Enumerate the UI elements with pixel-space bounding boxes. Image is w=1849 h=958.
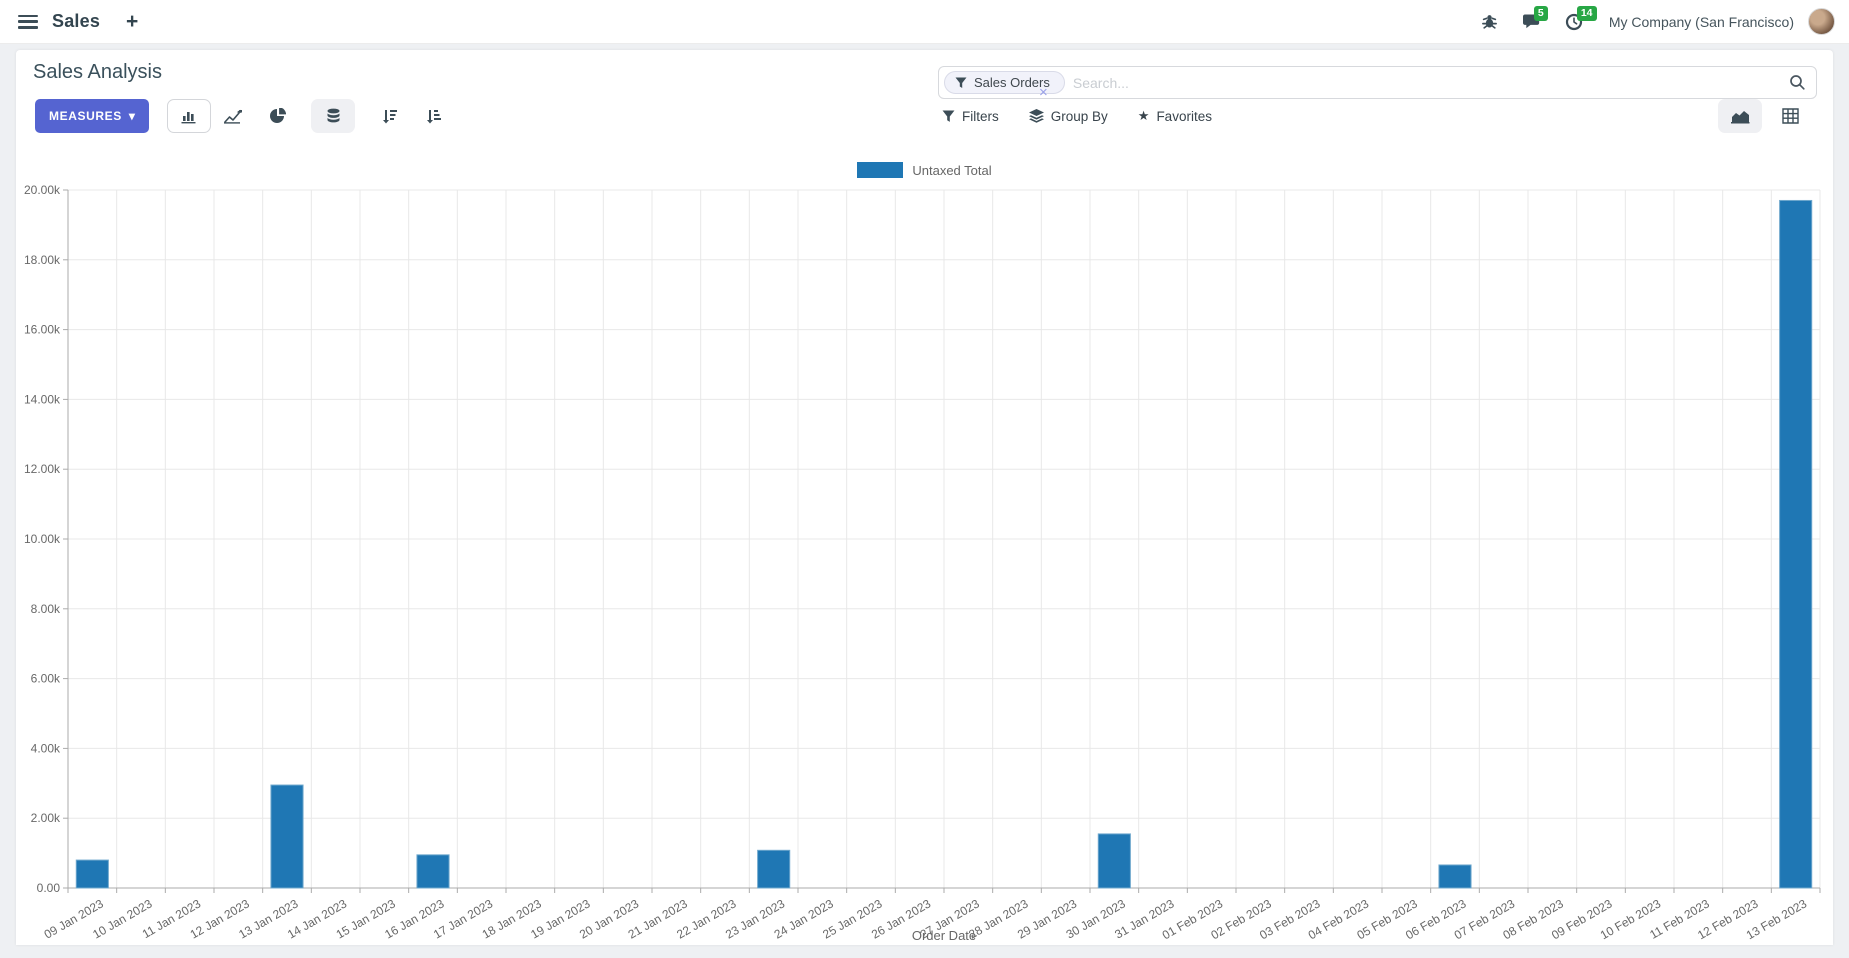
bar-chart-button[interactable]: [167, 99, 212, 133]
filters-funnel-icon: [942, 110, 955, 122]
group-by-button[interactable]: Group By: [1028, 108, 1108, 124]
bar[interactable]: [1438, 864, 1472, 889]
line-chart-icon: [224, 109, 243, 124]
company-switcher[interactable]: My Company (San Francisco): [1608, 13, 1794, 30]
control-panel: Sales Analysis MEASURES ▾: [16, 50, 1833, 140]
line-chart-button[interactable]: [211, 99, 255, 133]
bar[interactable]: [270, 784, 304, 889]
bar[interactable]: [1097, 833, 1131, 889]
stacked-icon: [327, 108, 340, 123]
group-by-label: Group By: [1050, 108, 1108, 124]
debug-bug-icon[interactable]: [1481, 13, 1498, 30]
messages-icon[interactable]: 5: [1522, 6, 1548, 30]
y-tick-label: 18.00k: [24, 253, 61, 267]
sort-ascending-icon: [426, 109, 441, 123]
favorites-star-icon: ★: [1137, 108, 1150, 123]
caret-down-icon: ▾: [128, 109, 136, 123]
filters-label: Filters: [962, 108, 999, 124]
y-tick-label: 2.00k: [31, 811, 61, 825]
new-plus-button[interactable]: +: [126, 9, 139, 33]
bar-chart-icon: [181, 111, 196, 123]
measures-label: MEASURES: [49, 109, 122, 123]
chart-area: Untaxed Total 0.00 2.00k 4.00k 6.00k 8.00k 10…: [16, 140, 1833, 945]
messages-badge: 5: [1533, 6, 1548, 21]
legend-swatch: [857, 162, 904, 178]
pie-chart-button[interactable]: [255, 99, 299, 133]
facet-label: Sales Orders: [974, 75, 1050, 90]
search-icon[interactable]: [1789, 74, 1806, 91]
y-tick-label: 4.00k: [31, 741, 61, 755]
bar[interactable]: [757, 849, 791, 889]
y-tick-label: 6.00k: [31, 672, 61, 686]
sort-descending-icon: [382, 109, 397, 123]
view-switcher: [1718, 99, 1812, 133]
pivot-table-icon: [1781, 108, 1799, 124]
measures-button[interactable]: MEASURES ▾: [35, 99, 150, 133]
activities-badge: 14: [1576, 5, 1597, 21]
user-avatar[interactable]: [1808, 8, 1835, 35]
pivot-view-button[interactable]: [1768, 99, 1812, 133]
legend-label: Untaxed Total: [912, 162, 992, 178]
stacked-toggle-button[interactable]: [311, 99, 356, 133]
y-tick-label: 10.00k: [24, 532, 61, 546]
y-tick-label: 12.00k: [24, 462, 61, 476]
search-bar[interactable]: Sales Orders: [938, 66, 1817, 99]
sort-ascending-button[interactable]: [411, 99, 455, 133]
bar[interactable]: [75, 859, 109, 889]
y-tick-label: 0.00: [37, 881, 61, 895]
area-chart-icon: [1730, 110, 1749, 123]
activities-clock-icon[interactable]: 14: [1565, 5, 1597, 31]
favorites-button[interactable]: ★ Favorites: [1138, 108, 1212, 124]
y-tick-label: 20.00k: [24, 183, 61, 197]
group-by-layers-icon: [1028, 109, 1044, 123]
sort-descending-button[interactable]: [367, 99, 411, 133]
graph-view-button[interactable]: [1718, 99, 1762, 133]
filter-funnel-icon: [955, 77, 967, 88]
app-name[interactable]: Sales: [52, 11, 101, 31]
facet-remove-icon[interactable]: ×: [1039, 84, 1048, 101]
y-tick-label: 8.00k: [31, 602, 61, 616]
bar[interactable]: [416, 854, 450, 889]
top-navbar: Sales + 5 14 My Company (San Francisco): [0, 0, 1849, 44]
bar-chart: 0.00 2.00k 4.00k 6.00k 8.00k 10.00k 12.00k 14.0…: [24, 183, 1821, 943]
page-title: Sales Analysis: [33, 61, 162, 83]
filters-button[interactable]: Filters: [942, 109, 999, 124]
x-axis-title: Order Date: [912, 928, 976, 943]
search-facet-sales-orders[interactable]: Sales Orders: [944, 71, 1065, 94]
content-card: Sales Analysis MEASURES ▾: [16, 50, 1833, 945]
favorites-label: Favorites: [1156, 108, 1212, 124]
legend-untaxed-total[interactable]: Untaxed Total: [16, 162, 1833, 178]
pie-chart-icon: [269, 107, 286, 123]
search-input[interactable]: [1072, 74, 1789, 91]
bar[interactable]: [1779, 199, 1813, 889]
apps-menu-icon[interactable]: [18, 14, 38, 29]
y-tick-label: 16.00k: [24, 323, 61, 337]
y-tick-label: 14.00k: [24, 392, 61, 406]
